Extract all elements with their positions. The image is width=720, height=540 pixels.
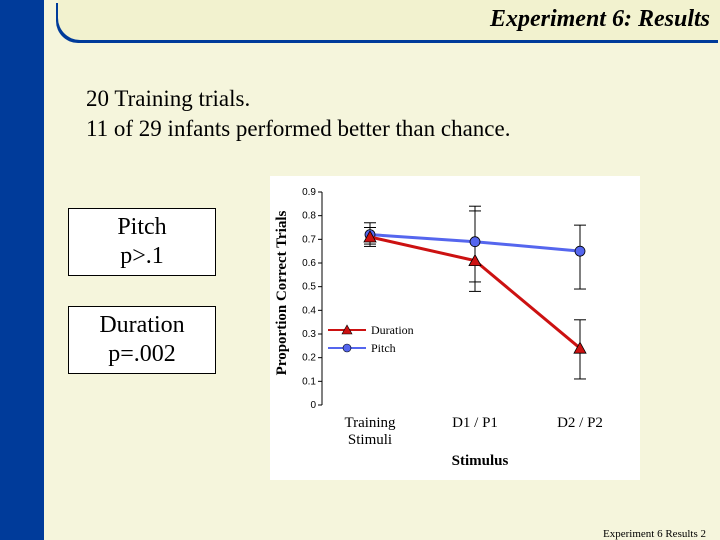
pitch-stat: p>.1 [120,243,164,269]
chart-background [270,176,640,480]
pitch-stat-box: Pitch p>.1 [68,208,216,276]
header-panel: Experiment 6: Results [58,0,720,40]
y-tick-label: 0.9 [302,187,316,198]
legend-label-pitch: Pitch [371,341,396,355]
pitch-point [574,245,586,257]
x-tick-label: D1 / P1 [452,415,498,431]
left-accent-bar [0,0,44,540]
results-chart: 00.10.20.30.40.50.60.70.80.9TrainingStim… [270,176,640,480]
duration-point [468,253,482,267]
y-tick-label: 0.2 [302,353,316,364]
duration-point [363,230,377,243]
y-tick-label: 0.5 [302,282,316,293]
x-tick-label: Stimuli [348,432,392,448]
slide-title: Experiment 6: Results [489,6,710,32]
y-axis-label: Proportion Correct Trials [274,210,290,375]
y-tick-label: 0 [310,400,316,411]
pitch-label: Pitch [117,214,167,240]
x-tick-label: Training [344,415,396,431]
y-tick-label: 0.8 [302,211,316,222]
chart-legend: Duration Pitch [328,323,414,355]
pitch-point [469,236,481,248]
y-tick-label: 0.1 [302,376,316,387]
legend-label-duration: Duration [371,323,414,337]
x-tick-label: D2 / P2 [557,415,603,431]
y-tick-label: 0.7 [302,234,316,245]
chart-series [363,205,587,380]
chart-axes: 0 0.1 0.2 0.3 0.4 0.5 0.6 0.7 0.8 0.9 TrainingStim… [302,187,603,448]
y-tick-label: 0.6 [302,258,316,269]
footer-text: Experiment 6 Results 2 [603,528,706,540]
y-tick-label: 0.3 [302,329,316,340]
intro-line-2: 11 of 29 infants performed better than c… [86,116,511,141]
x-axis-label: Stimulus [452,453,509,469]
duration-stat-box: Duration p=.002 [68,306,216,374]
duration-label: Duration [99,312,185,338]
legend-pitch-marker [342,343,352,353]
duration-point [573,341,587,354]
y-tick-label: 0.4 [302,305,316,316]
intro-line-1: 20 Training trials. [86,86,251,111]
legend-duration-marker [341,324,353,335]
duration-stat: p=.002 [108,341,176,367]
intro-text: 20 Training trials. 11 of 29 infants per… [86,84,510,144]
